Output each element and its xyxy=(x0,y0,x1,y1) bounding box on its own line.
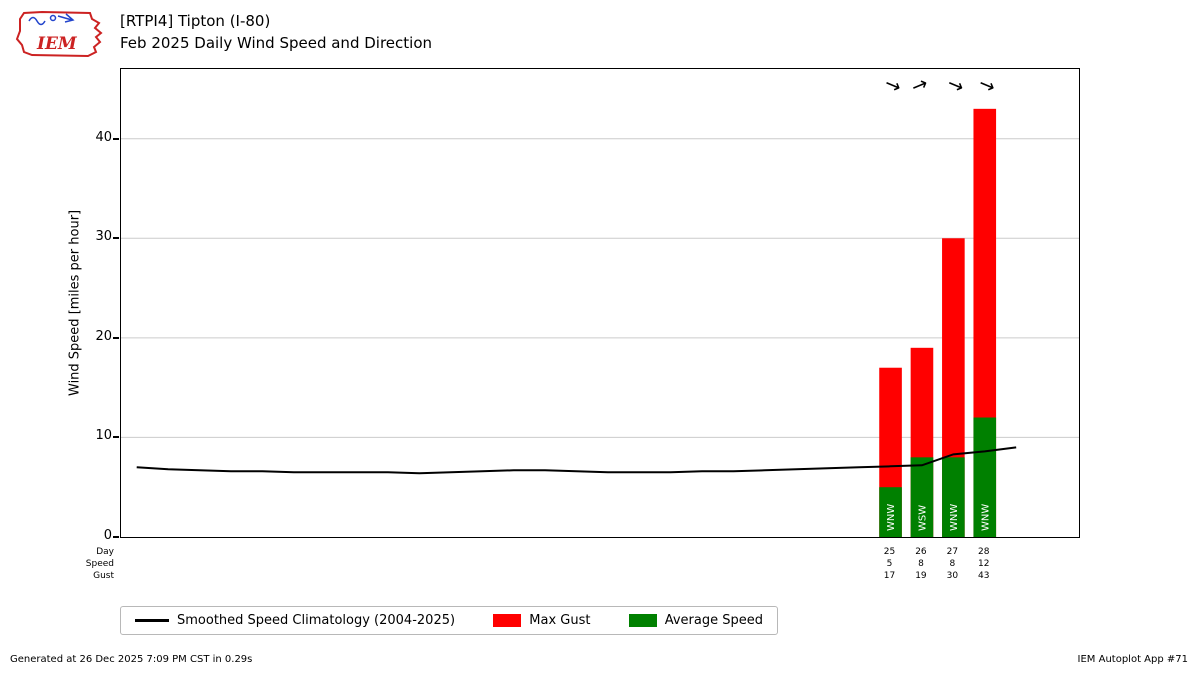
wind-arrow-icon: → xyxy=(881,72,904,98)
direction-label: WNW xyxy=(949,504,960,531)
x-label-day: 26 xyxy=(915,547,927,557)
climatology-line xyxy=(136,446,1017,475)
iem-logo-svg: IEM xyxy=(15,10,103,58)
legend: Smoothed Speed Climatology (2004-2025) M… xyxy=(120,606,778,635)
max-gust-swatch xyxy=(493,614,522,627)
x-label-day: 25 xyxy=(883,547,896,557)
footer-generated-text: Generated at 26 Dec 2025 7:09 PM CST in … xyxy=(10,654,253,665)
axis-row-label: Gust xyxy=(93,571,114,581)
x-tick-group: 26 8 19 xyxy=(896,546,946,582)
x-tick-group: 25 5 17 xyxy=(865,546,915,582)
x-label-day: 28 xyxy=(978,547,990,557)
chart-titles: [RTPI4] Tipton (I-80) Feb 2025 Daily Win… xyxy=(120,10,432,54)
legend-label-max-gust: Max Gust xyxy=(529,613,591,628)
wind-arrow-icon: → xyxy=(944,72,967,98)
wind-arrow-icon: → xyxy=(976,72,999,98)
iem-logo: IEM xyxy=(12,6,112,64)
y-tick-mark xyxy=(113,237,119,240)
y-tick-mark xyxy=(113,137,119,140)
weather-squiggle-icon xyxy=(28,16,46,26)
wind-flag-icon xyxy=(57,13,75,23)
x-label-speed: 8 xyxy=(949,559,956,569)
axis-row-labels: Day Speed Gust xyxy=(50,546,114,582)
iem-logo-text: IEM xyxy=(36,34,78,54)
footer-app-text: IEM Autoplot App #71 xyxy=(1077,654,1188,665)
chart-title-station: [RTPI4] Tipton (I-80) xyxy=(120,12,271,30)
direction-label: WNW xyxy=(886,504,897,531)
x-label-day: 27 xyxy=(946,547,959,557)
wind-arrow-icon: → xyxy=(908,72,931,98)
y-tick-mark xyxy=(113,336,119,339)
direction-label: WSW xyxy=(917,505,928,531)
legend-item-max-gust: Max Gust xyxy=(493,613,590,628)
avg-speed-bar xyxy=(910,457,934,537)
legend-label-climatology: Smoothed Speed Climatology (2004-2025) xyxy=(177,613,456,628)
x-label-speed: 8 xyxy=(918,559,924,569)
avg-speed-bar xyxy=(879,487,902,537)
x-tick-group: 28 12 43 xyxy=(959,546,1009,582)
x-label-gust: 43 xyxy=(978,571,990,581)
legend-item-climatology: Smoothed Speed Climatology (2004-2025) xyxy=(135,613,455,628)
climatology-line-swatch xyxy=(135,619,169,622)
direction-label: WNW xyxy=(980,504,991,531)
x-tick-group: 27 8 30 xyxy=(927,546,977,582)
x-label-gust: 30 xyxy=(946,571,959,581)
avg-speed-bar xyxy=(942,457,965,537)
axis-row-label: Day xyxy=(96,547,114,557)
y-tick-mark xyxy=(113,436,119,439)
x-label-speed: 12 xyxy=(978,559,990,569)
chart-svg: WNW → WSW → WNW → WNW → xyxy=(121,72,1079,537)
y-tick-mark xyxy=(113,536,119,538)
y-axis-label: Wind Speed [miles per hour] xyxy=(67,209,83,397)
avg-speed-swatch xyxy=(628,614,657,627)
x-label-speed: 5 xyxy=(886,559,893,569)
plot-area: WNW → WSW → WNW → WNW → xyxy=(120,68,1080,538)
legend-item-average-speed: Average Speed xyxy=(628,613,763,628)
axis-row-label: Speed xyxy=(85,559,114,569)
x-label-gust: 19 xyxy=(915,571,927,581)
station-dot-icon xyxy=(49,14,57,22)
avg-speed-bar xyxy=(973,417,997,537)
legend-label-average-speed: Average Speed xyxy=(664,613,763,628)
chart-title-subtitle: Feb 2025 Daily Wind Speed and Direction xyxy=(120,34,432,52)
x-label-gust: 17 xyxy=(883,571,896,581)
